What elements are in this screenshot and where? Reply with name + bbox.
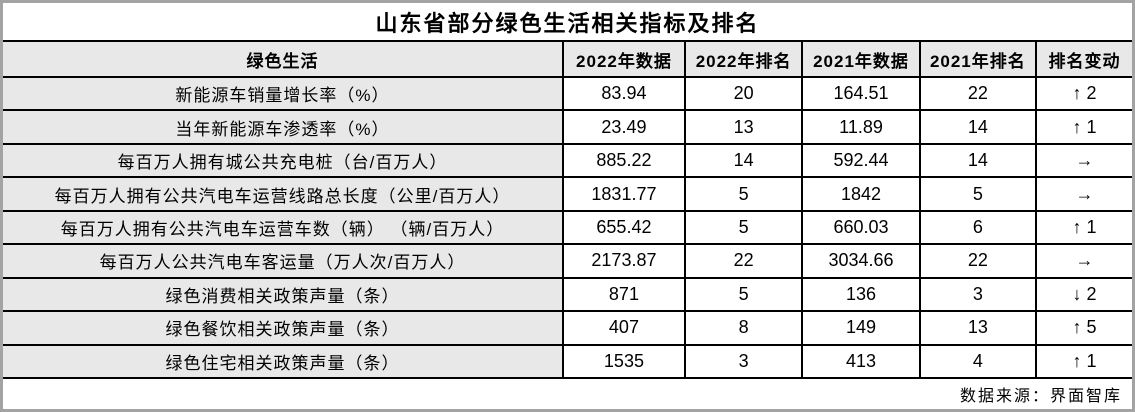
indicator-name-cell: 绿色住宅相关政策声量（条）: [3, 343, 564, 379]
indicator-name-cell: 当年新能源车渗透率（%）: [3, 109, 564, 145]
rank-2021-cell: 4: [918, 343, 1038, 379]
value-2021-cell: 413: [801, 343, 921, 379]
rank-change-cell: →: [1035, 243, 1132, 279]
indicators-table: 山东省部分绿色生活相关指标及排名 绿色生活 2022年数据 2022年排名 20…: [3, 3, 1132, 409]
rank-change-cell: ↓ 2: [1035, 276, 1132, 313]
rank-2022-cell: 20: [683, 75, 804, 112]
rank-2022-cell: 5: [683, 209, 804, 246]
rank-2022-cell: 5: [683, 276, 804, 313]
rank-change-cell: ↑ 2: [1035, 75, 1132, 112]
table-row: 绿色消费相关政策声量（条） 871 5 136 3 ↓ 2: [3, 276, 1132, 313]
rank-2022-cell: 8: [683, 310, 804, 346]
rank-2021-cell: 14: [918, 109, 1038, 145]
table-row: 新能源车销量增长率（%） 83.94 20 164.51 22 ↑ 2: [3, 75, 1132, 112]
col-header-2022-rank: 2022年排名: [683, 40, 804, 78]
rank-2021-cell: 5: [918, 176, 1038, 212]
value-2021-cell: 149: [801, 310, 921, 346]
rank-change-cell: →: [1035, 176, 1132, 212]
table-row: 每百万人拥有城公共充电桩（台/百万人） 885.22 14 592.44 14 …: [3, 142, 1132, 179]
value-2022-cell: 1535: [561, 343, 686, 379]
rank-2021-cell: 6: [918, 209, 1038, 246]
col-header-green-life: 绿色生活: [3, 40, 564, 78]
value-2021-cell: 3034.66: [801, 243, 921, 279]
data-source-note: 数据来源：界面智库: [3, 377, 1132, 409]
table-row: 每百万人公共汽电车客运量（万人次/百万人） 2173.87 22 3034.66…: [3, 243, 1132, 279]
indicator-name-cell: 每百万人公共汽电车客运量（万人次/百万人）: [3, 243, 564, 279]
value-2021-cell: 164.51: [801, 75, 921, 112]
value-2022-cell: 655.42: [561, 209, 686, 246]
col-header-rank-change: 排名变动: [1035, 40, 1132, 78]
rank-2022-cell: 3: [683, 343, 804, 379]
value-2021-cell: 11.89: [801, 109, 921, 145]
value-2022-cell: 885.22: [561, 142, 686, 179]
rank-2022-cell: 5: [683, 176, 804, 212]
value-2022-cell: 1831.77: [561, 176, 686, 212]
indicator-name-cell: 绿色餐饮相关政策声量（条）: [3, 310, 564, 346]
indicator-name-cell: 每百万人拥有公共汽电车运营线路总长度（公里/百万人）: [3, 176, 564, 212]
rank-2021-cell: 22: [918, 75, 1038, 112]
value-2022-cell: 2173.87: [561, 243, 686, 279]
table-title: 山东省部分绿色生活相关指标及排名: [3, 3, 1132, 42]
rank-change-cell: ↑ 1: [1035, 343, 1132, 379]
table-row: 每百万人拥有公共汽电车运营线路总长度（公里/百万人） 1831.77 5 184…: [3, 176, 1132, 212]
table-row: 当年新能源车渗透率（%） 23.49 13 11.89 14 ↑ 1: [3, 109, 1132, 145]
value-2021-cell: 592.44: [801, 142, 921, 179]
table-row: 每百万人拥有公共汽电车运营车数（辆） （辆/百万人） 655.42 5 660.…: [3, 209, 1132, 246]
rank-change-cell: ↑ 1: [1035, 109, 1132, 145]
indicator-name-cell: 每百万人拥有城公共充电桩（台/百万人）: [3, 142, 564, 179]
rank-2021-cell: 3: [918, 276, 1038, 313]
col-header-2021-rank: 2021年排名: [918, 40, 1038, 78]
value-2022-cell: 871: [561, 276, 686, 313]
value-2021-cell: 1842: [801, 176, 921, 212]
value-2021-cell: 660.03: [801, 209, 921, 246]
rank-2022-cell: 14: [683, 142, 804, 179]
indicator-name-cell: 新能源车销量增长率（%）: [3, 75, 564, 112]
rank-change-cell: ↑ 1: [1035, 209, 1132, 246]
col-header-2021-data: 2021年数据: [801, 40, 921, 78]
rank-2021-cell: 22: [918, 243, 1038, 279]
rank-change-cell: ↑ 5: [1035, 310, 1132, 346]
table-row: 绿色住宅相关政策声量（条） 1535 3 413 4 ↑ 1: [3, 343, 1132, 379]
value-2022-cell: 23.49: [561, 109, 686, 145]
indicator-name-cell: 绿色消费相关政策声量（条）: [3, 276, 564, 313]
rank-2021-cell: 13: [918, 310, 1038, 346]
rank-2022-cell: 13: [683, 109, 804, 145]
rank-change-cell: →: [1035, 142, 1132, 179]
value-2022-cell: 83.94: [561, 75, 686, 112]
rank-2021-cell: 14: [918, 142, 1038, 179]
col-header-2022-data: 2022年数据: [561, 40, 686, 78]
rank-2022-cell: 22: [683, 243, 804, 279]
value-2021-cell: 136: [801, 276, 921, 313]
indicator-name-cell: 每百万人拥有公共汽电车运营车数（辆） （辆/百万人）: [3, 209, 564, 246]
table-row: 绿色餐饮相关政策声量（条） 407 8 149 13 ↑ 5: [3, 310, 1132, 346]
value-2022-cell: 407: [561, 310, 686, 346]
